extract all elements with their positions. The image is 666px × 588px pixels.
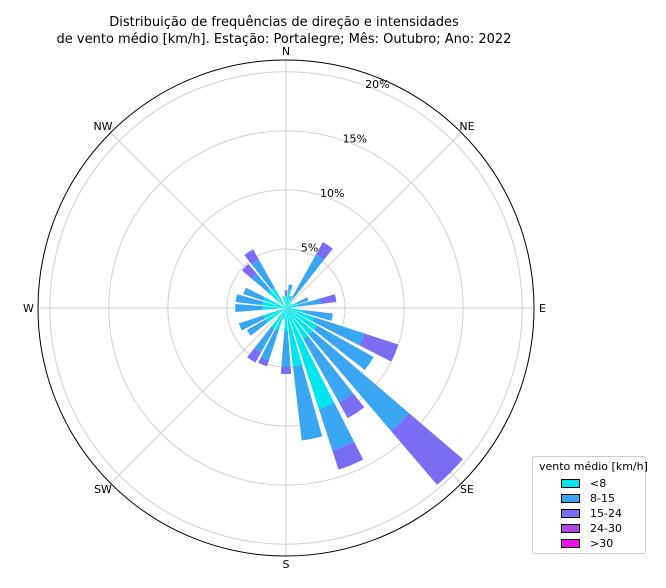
radial-tick-label-20: 20% — [365, 78, 389, 91]
legend-swatch — [561, 524, 580, 533]
bar-112.5-<8 — [286, 308, 315, 322]
bar-315-<8 — [268, 290, 286, 308]
bar-213.75-<8 — [271, 308, 286, 329]
legend-item: 15-24 — [539, 506, 639, 521]
legend-item: >30 — [539, 536, 639, 551]
direction-label-W: W — [23, 302, 34, 315]
bar-157.5-15-24 — [332, 441, 364, 470]
radial-tick-label-10: 10% — [320, 187, 344, 200]
bar-202.5-8-15 — [260, 329, 279, 361]
bar-191.25-<8 — [282, 308, 286, 320]
bar-22.5-<8 — [286, 299, 291, 308]
chart-title-line-1: Distribuição de frequências de direção e… — [109, 15, 459, 30]
bar-292.5-<8 — [263, 297, 286, 308]
bar-202.5-<8 — [275, 308, 286, 331]
legend-item: 8-15 — [539, 491, 639, 506]
bar-247.5-8-15 — [238, 315, 265, 331]
direction-label-E: E — [539, 302, 546, 315]
bar-236.25-<8 — [265, 308, 286, 323]
legend: vento médio [km/h] <8 8-15 15-24 24-30 >30 — [532, 456, 648, 554]
bar-281.25-8-15 — [235, 294, 264, 306]
legend-label: <8 — [590, 477, 607, 490]
bar-33.75-<8 — [286, 297, 294, 308]
bar-112.5-8-15 — [312, 317, 365, 346]
bar-123.75-8-15 — [313, 325, 374, 371]
bar-213.75-15-24 — [247, 347, 262, 363]
bar-90-<8 — [286, 307, 292, 309]
legend-label: 15-24 — [590, 507, 622, 520]
bar-135-15-24 — [391, 413, 463, 485]
legend-swatch — [561, 539, 580, 548]
bar-202.5-15-24 — [258, 357, 269, 367]
legend-label: 24-30 — [590, 522, 622, 535]
legend-item: <8 — [539, 476, 639, 491]
bar-135-8-15 — [309, 331, 410, 432]
bar-101.25-<8 — [286, 308, 304, 313]
bar-135-<8 — [286, 308, 313, 335]
bar-0-15-24 — [284, 290, 288, 297]
direction-label-NW: NW — [93, 120, 112, 133]
legend-label: >30 — [590, 537, 614, 550]
bar-78.75-8-15 — [297, 298, 322, 307]
bar-326.25-<8 — [271, 287, 286, 308]
bar-168.75-<8 — [286, 308, 303, 367]
bar-348.75-<8 — [282, 296, 286, 308]
bar-281.25-<8 — [262, 301, 286, 308]
bar-270-8-15 — [235, 304, 263, 312]
radial-tick-label-5: 5% — [301, 241, 318, 254]
chart-title-line-2: de vento médio [km/h]. Estação: Portaleg… — [57, 32, 512, 47]
radial-tick-label-15: 15% — [343, 132, 367, 145]
legend-item: 24-30 — [539, 521, 639, 536]
direction-label-SE: SE — [460, 483, 474, 496]
bar-33.75-8-15 — [291, 254, 325, 299]
polar-labels: N NE E SE S SW W NW 5% 10% 15% 20% — [23, 45, 546, 571]
direction-label-N: N — [282, 45, 290, 58]
bar-101.25-8-15 — [303, 310, 333, 321]
bar-157.5-<8 — [286, 308, 335, 410]
bar-180-15-24 — [280, 366, 292, 375]
bar-0-<8 — [285, 296, 287, 308]
bar-270-<8 — [262, 306, 286, 310]
legend-swatch — [561, 509, 580, 518]
bar-247.5-<8 — [263, 308, 286, 319]
bar-236.25-8-15 — [246, 319, 268, 336]
wind-bars — [235, 242, 463, 485]
legend-rows: <8 8-15 15-24 24-30 >30 — [539, 476, 639, 551]
legend-swatch — [561, 479, 580, 488]
direction-label-S: S — [283, 558, 290, 571]
grid-spoke-SW — [110, 307, 287, 484]
bar-157.5-8-15 — [318, 402, 355, 451]
direction-label-SW: SW — [94, 483, 112, 496]
bar-22.5-8-15 — [288, 295, 292, 300]
bar-123.75-<8 — [286, 308, 317, 330]
bar-326.25-8-15 — [251, 259, 275, 290]
polar-frame — [37, 59, 535, 557]
bar-180-<8 — [284, 308, 288, 332]
bar-11.25-8-15 — [288, 284, 293, 291]
legend-label: 8-15 — [590, 492, 615, 505]
bar-112.5-15-24 — [359, 333, 399, 362]
bar-56.25-<8 — [286, 303, 293, 308]
bar-78.75-15-24 — [320, 294, 337, 304]
bar-67.5-<8 — [286, 302, 298, 308]
bar-315-8-15 — [251, 273, 271, 293]
bar-168.75-8-15 — [292, 364, 323, 441]
bar-292.5-8-15 — [243, 287, 265, 301]
bar-67.5-8-15 — [296, 297, 309, 305]
bar-78.75-<8 — [286, 304, 298, 308]
bar-33.75-15-24 — [316, 242, 333, 260]
grid-spoke-NE — [285, 132, 462, 309]
direction-label-NE: NE — [459, 120, 474, 133]
bar-11.25-<8 — [286, 290, 291, 308]
bar-213.75-8-15 — [254, 326, 275, 353]
bar-180-8-15 — [281, 331, 291, 368]
bar-146.25-<8 — [286, 308, 308, 339]
bar-146.25-15-24 — [339, 393, 365, 419]
bar-146.25-8-15 — [303, 335, 354, 403]
legend-title: vento médio [km/h] — [539, 460, 648, 473]
bar-315-15-24 — [241, 263, 257, 279]
bar-326.25-15-24 — [244, 249, 259, 265]
legend-swatch — [561, 494, 580, 503]
